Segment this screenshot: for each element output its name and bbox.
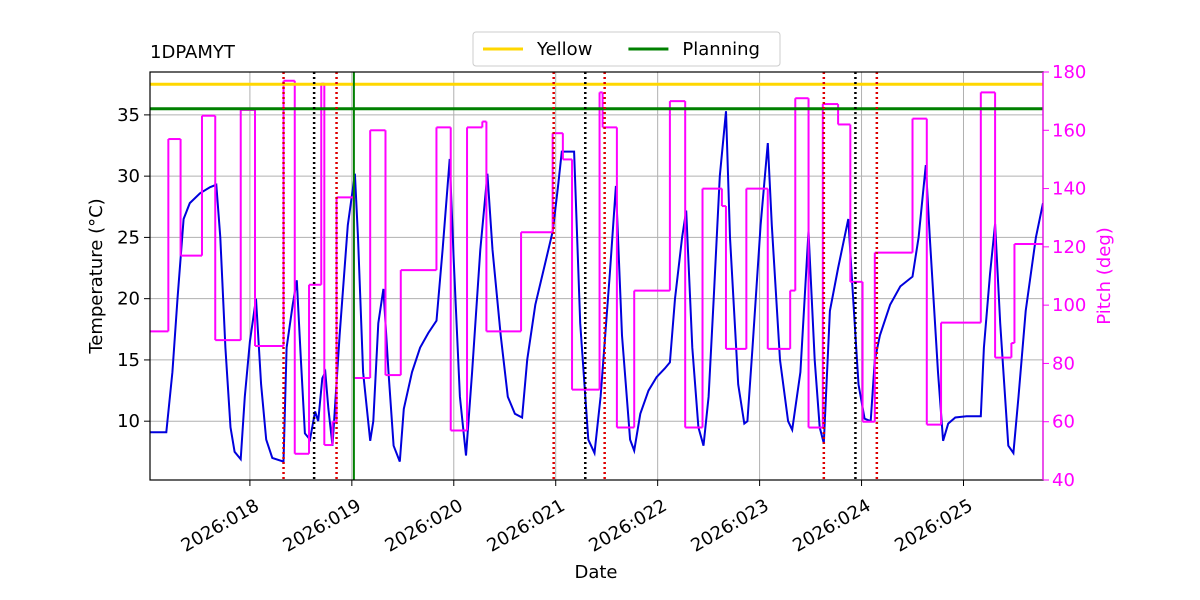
x-tick-label: 2026:024: [789, 495, 874, 556]
y-tick-label: 10: [117, 411, 140, 432]
y2-axis-label: Pitch (deg): [1094, 227, 1115, 325]
plot: [150, 72, 1043, 480]
y2-tick-label: 100: [1052, 295, 1086, 316]
chart-title: 1DPAMYT: [150, 42, 236, 63]
x-axis-label: Date: [574, 562, 617, 583]
y-tick-label: 25: [117, 227, 140, 248]
x-tick-label: 2026:020: [382, 495, 467, 556]
legend-box: [472, 31, 781, 67]
y2-tick-label: 120: [1052, 237, 1086, 258]
series-line: [150, 111, 1043, 463]
x-tick-label: 2026:025: [891, 495, 976, 556]
x-tick-label: 2026:023: [687, 495, 772, 556]
x-tick-label: 2026:019: [280, 495, 365, 556]
x-tick-label: 2026:018: [178, 495, 263, 556]
legend-label: Yellow: [536, 39, 592, 60]
y2-tick-label: 180: [1052, 62, 1086, 83]
y2-tick-label: 60: [1052, 412, 1075, 433]
legend-label: Planning: [682, 39, 760, 60]
y2-tick-label: 160: [1052, 120, 1086, 141]
y-tick-label: 20: [117, 289, 140, 310]
y2-tick-label: 40: [1052, 470, 1075, 491]
y-tick-label: 30: [117, 166, 140, 187]
y2-tick-label: 80: [1052, 353, 1075, 374]
y-tick-label: 15: [117, 350, 140, 371]
x-tick-label: 2026:022: [585, 495, 670, 556]
y-axis-label: Temperature (°C): [86, 198, 107, 354]
x-tick-label: 2026:021: [483, 495, 568, 556]
y-tick-label: 35: [117, 105, 140, 126]
y2-tick-label: 140: [1052, 179, 1086, 200]
